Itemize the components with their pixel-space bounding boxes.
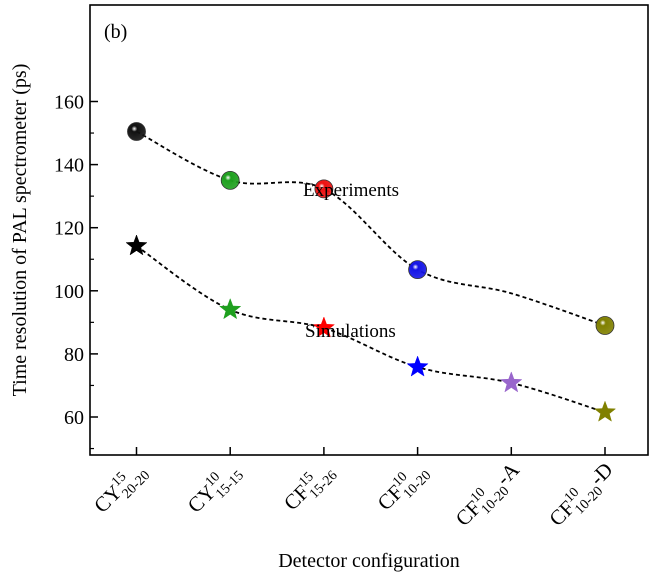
trend-curve-experiments: [136, 130, 606, 327]
trend-curves: [135, 130, 606, 414]
experiment-point-2: [314, 179, 334, 199]
y-tick-label: 140: [54, 155, 84, 177]
x-tick-label: CF1010-20-A: [450, 456, 529, 535]
simulation-point-1: [219, 298, 242, 320]
plot-frame: [89, 4, 649, 456]
x-axis: CY1520-20 CY1015-15 CF1515-26 CF1010-20 CF10…: [88, 447, 622, 535]
experiment-point-0: [127, 122, 146, 141]
series-label-experiments: Experiments: [303, 180, 399, 201]
y-tick-label: 100: [54, 281, 84, 303]
simulation-point-2: [312, 316, 336, 338]
panel-label: (b): [104, 21, 127, 43]
y-tick-label: 120: [54, 218, 84, 240]
series-label-simulations: Simulations: [305, 321, 396, 342]
x-tick-label: CF1515-26: [278, 457, 340, 519]
x-tick-label: CF1010-20-D: [544, 457, 622, 535]
experiment-point-1: [220, 170, 240, 190]
x-axis-label: Detector configuration: [278, 550, 460, 572]
y-axis: 60 80 100 120 140 160: [54, 92, 98, 450]
x-tick-label: CY1015-15: [182, 457, 247, 522]
simulation-point-0: [125, 234, 148, 256]
simulation-point-3: [406, 355, 429, 377]
experiment-point-5: [595, 316, 615, 335]
x-tick-label: CY1520-20: [88, 457, 153, 522]
x-tick-label: CF1010-20: [372, 457, 434, 519]
y-tick-label: 60: [64, 407, 84, 429]
y-tick-label: 80: [64, 344, 84, 366]
data-markers: [125, 122, 617, 422]
simulation-point-4: [500, 371, 523, 393]
trend-curve-simulations: [135, 245, 606, 414]
y-axis-label: Time resolution of PAL spectrometer (ps): [9, 64, 31, 397]
y-tick-label: 160: [54, 92, 84, 114]
simulation-point-5: [593, 400, 617, 422]
experiment-point-3: [408, 260, 428, 280]
